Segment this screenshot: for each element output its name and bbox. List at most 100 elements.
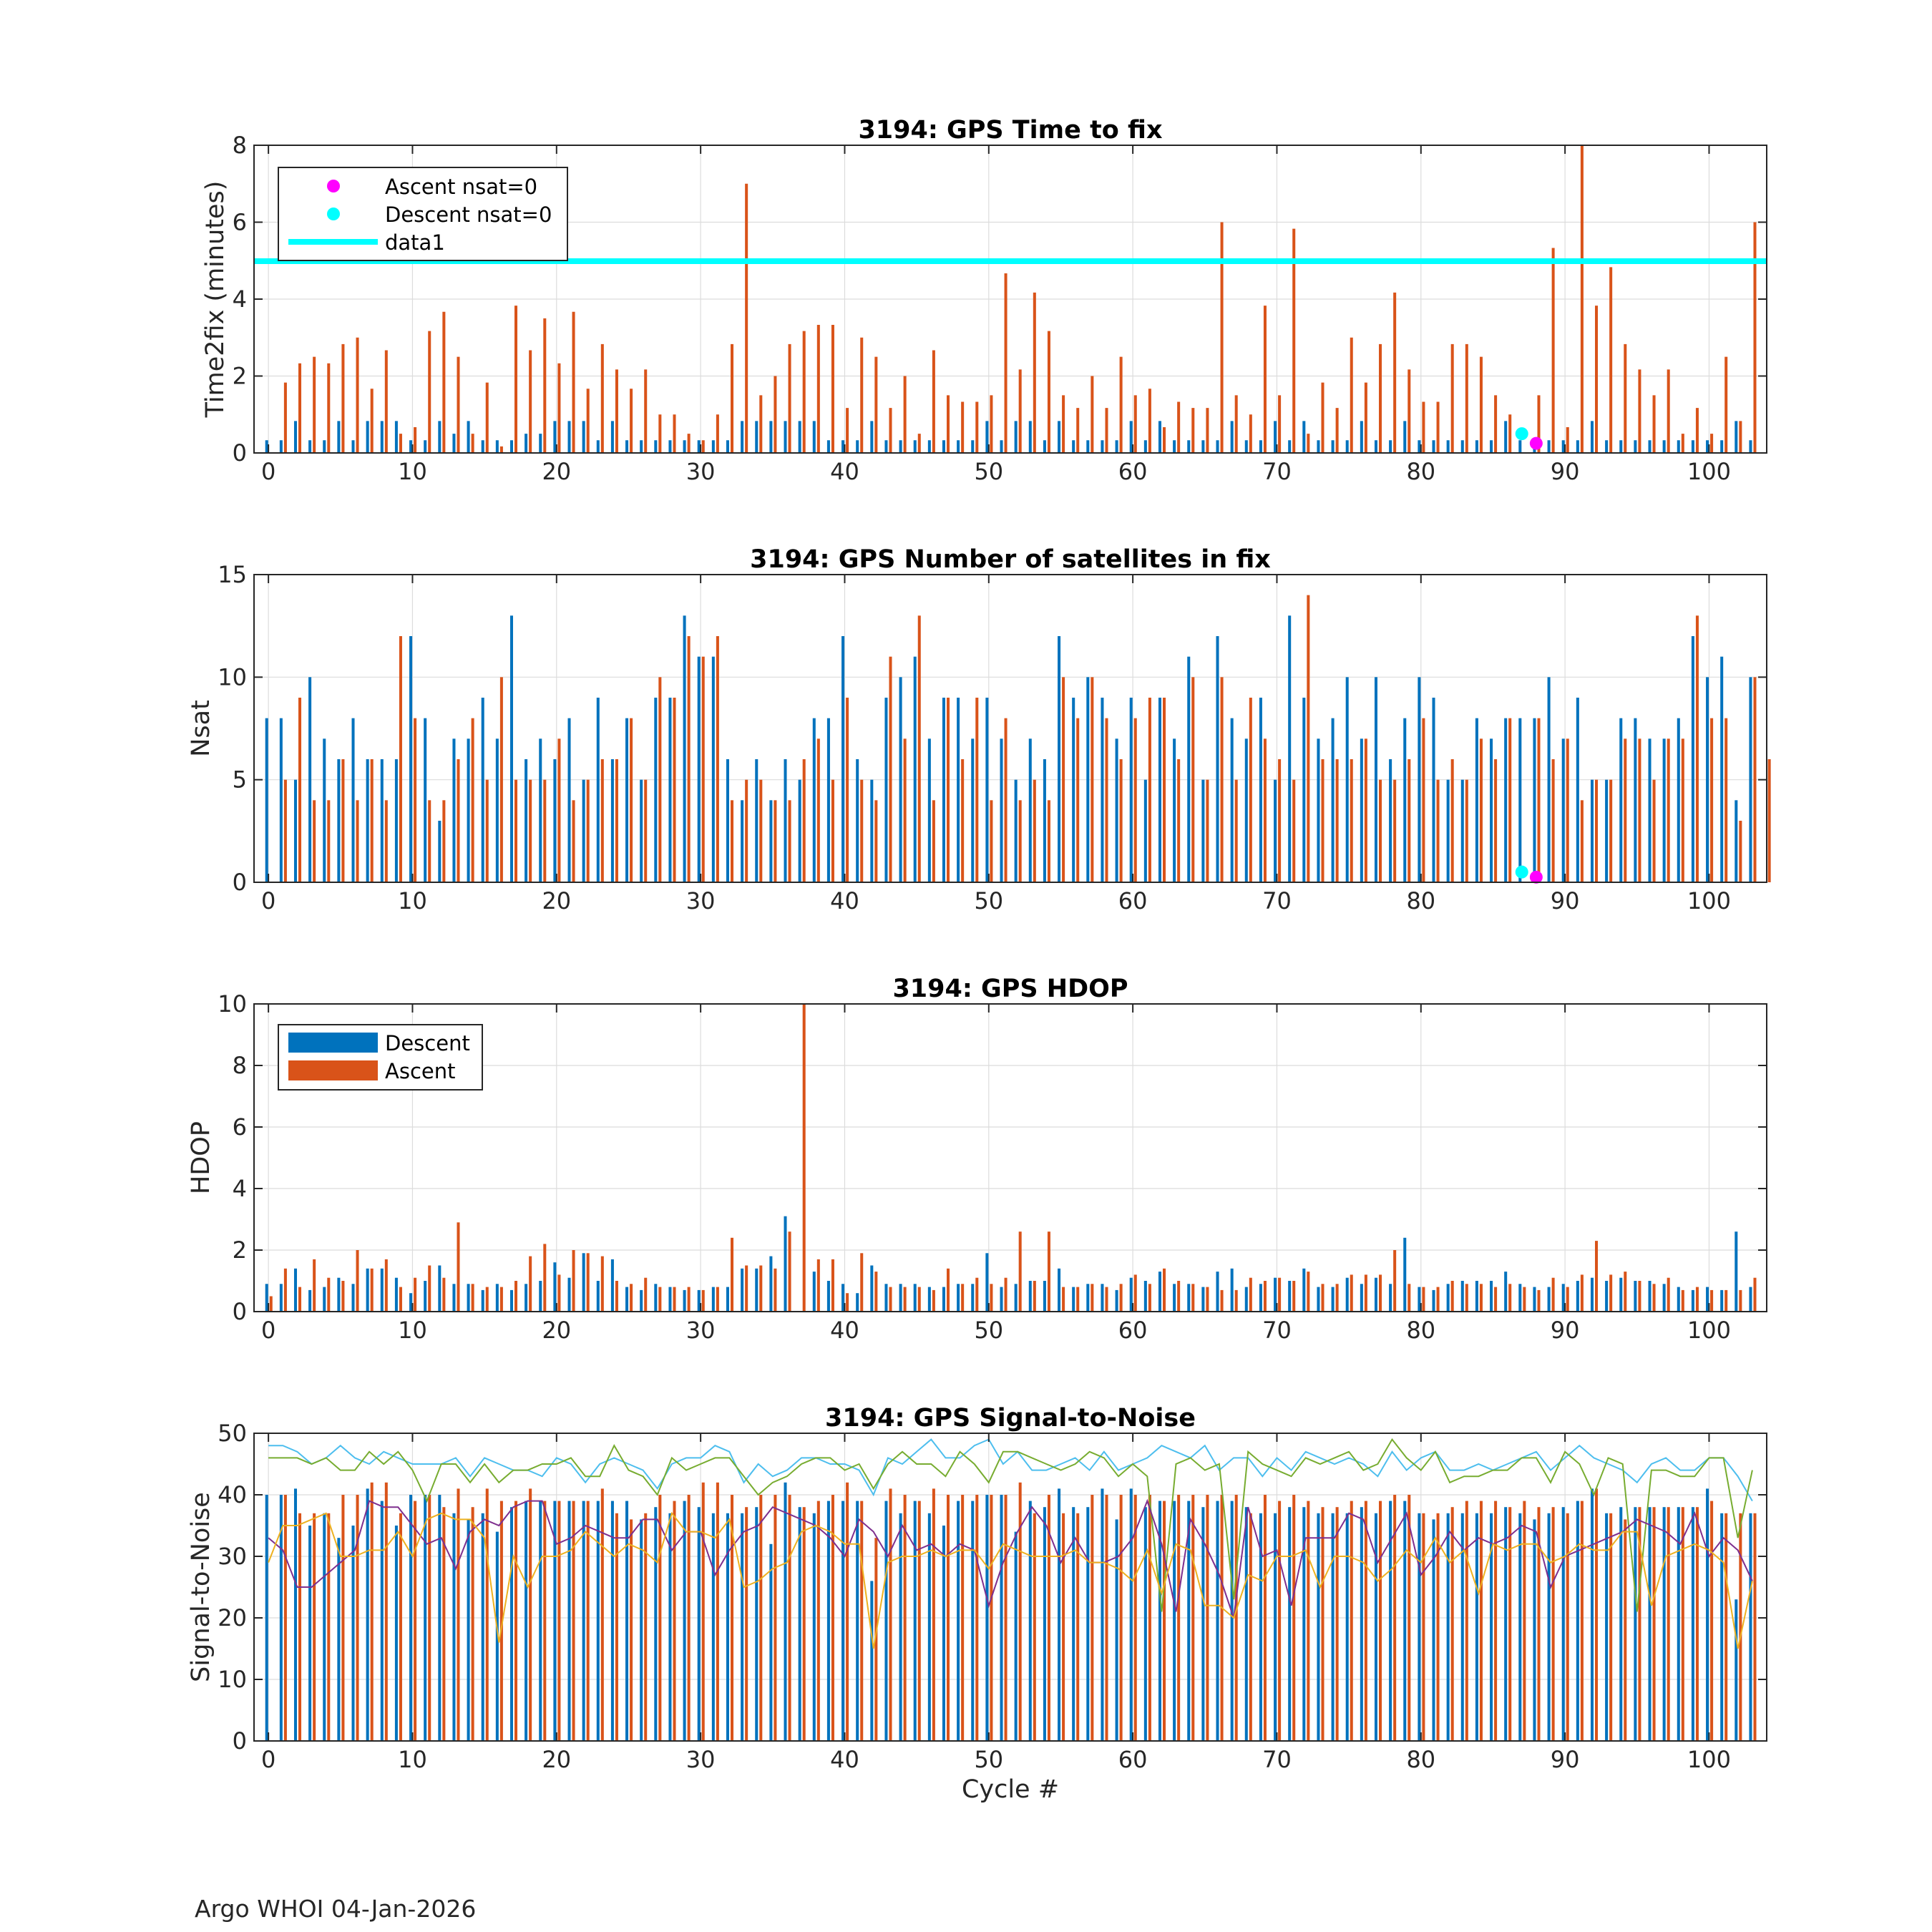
bar-ascent-37 [802,1004,806,1312]
bar-descent-38 [812,1272,816,1312]
bar-ascent-17 [514,1501,518,1741]
bar-ascent-50 [990,1284,993,1312]
bar-descent-44 [899,1284,902,1312]
lines-snr [268,1438,1753,1649]
bar-descent-33 [741,1513,744,1741]
bar-ascent-50 [990,395,993,454]
bar-ascent-75 [1350,1501,1353,1741]
bar-descent-103 [1749,677,1752,882]
legend-marker-ascent-nsat0 [327,180,340,192]
bar-descent-81 [1432,1289,1435,1312]
bar-descent-7 [366,1268,369,1312]
bar-ascent-2 [298,363,302,453]
bar-descent-14 [467,421,470,453]
xtick-label-60: 60 [1118,887,1148,914]
bar-descent-100 [1706,440,1709,453]
axes-hdop [254,1004,1767,1312]
ylabel-hdop: HDOP [187,1121,215,1194]
bar-ascent-75 [1350,1274,1353,1312]
legend-label-descent: Descent [385,1031,470,1055]
bar-ascent-24 [615,1281,618,1312]
bar-descent-27 [654,440,658,453]
bar-descent-43 [884,1501,888,1741]
bar-descent-22 [582,1253,585,1312]
bar-descent-66 [1216,636,1219,882]
bar-descent-34 [755,759,758,882]
bar-ascent-21 [572,1501,575,1741]
bar-ascent-73 [1321,382,1324,453]
bar-ascent-49 [975,401,979,453]
bar-ascent-66 [1220,222,1224,453]
bar-descent-26 [640,440,643,453]
bar-ascent-58 [1105,408,1108,453]
bar-descent-97 [1662,1507,1666,1741]
bar-ascent-63 [1177,1281,1181,1312]
bar-descent-95 [1634,1507,1637,1741]
bar-descent-73 [1317,1287,1320,1312]
bar-descent-15 [481,698,484,882]
bar-ascent-82 [1450,1507,1454,1741]
bar-ascent-61 [1148,1284,1151,1312]
xtick-label-40: 40 [830,887,859,914]
bar-ascent-9 [399,434,402,454]
bar-ascent-96 [1652,1284,1656,1312]
bar-ascent-101 [1724,1513,1728,1741]
bar-ascent-69 [1263,1281,1267,1312]
bar-ascent-3 [313,1259,316,1312]
bar-ascent-86 [1508,1284,1512,1312]
bar-ascent-47 [947,395,950,454]
bar-descent-25 [625,440,629,453]
bar-descent-1 [279,1495,283,1741]
bar-ascent-39 [831,1495,834,1741]
bar-descent-99 [1691,1507,1694,1741]
bar-ascent-40 [846,698,849,882]
bar-descent-37 [798,421,801,453]
bar-descent-16 [495,1284,499,1312]
bar-ascent-62 [1163,1268,1166,1312]
bar-ascent-58 [1105,1495,1108,1741]
bar-ascent-66 [1220,677,1224,882]
bar-descent-10 [409,636,413,882]
bar-descent-37 [798,1507,801,1741]
bar-descent-63 [1173,440,1176,453]
bar-ascent-82 [1450,1281,1454,1312]
bar-ascent-79 [1407,1495,1411,1741]
bar-ascent-9 [399,1513,402,1741]
bar-ascent-65 [1206,1287,1209,1312]
bar-ascent-79 [1407,1284,1411,1312]
bar-ascent-90 [1566,1513,1569,1741]
bar-descent-43 [884,440,888,453]
bar-ascent-3 [313,1513,316,1741]
bar-descent-27 [654,1284,658,1312]
ytick-label-4: 4 [233,286,247,313]
bar-ascent-25 [630,1284,633,1312]
bars-nsat [265,595,1771,882]
bar-ascent-99 [1695,615,1699,882]
bar-descent-64 [1187,656,1191,882]
bar-ascent-32 [731,1495,734,1741]
bar-ascent-11 [428,331,431,453]
bar-ascent-74 [1335,408,1339,453]
bar-descent-17 [509,615,513,882]
bar-descent-48 [957,1284,960,1312]
bars-hdop [265,1004,1757,1312]
bar-descent-36 [784,1216,787,1312]
bar-descent-79 [1403,1501,1407,1741]
bar-descent-89 [1547,1287,1551,1312]
ytick-label-10: 10 [218,990,247,1018]
bar-descent-47 [942,1526,945,1741]
bar-descent-12 [438,1265,441,1312]
bar-descent-58 [1101,440,1104,453]
bar-descent-49 [971,738,975,882]
bar-ascent-91 [1580,1274,1584,1312]
bar-descent-20 [553,421,557,453]
bar-descent-84 [1475,440,1478,453]
ytick-label-20: 20 [218,1604,247,1631]
bar-descent-3 [308,1289,312,1312]
bar-ascent-61 [1148,389,1151,453]
bar-ascent-55 [1062,395,1065,454]
bar-descent-102 [1735,800,1738,882]
bar-descent-102 [1735,1599,1738,1741]
bar-descent-36 [784,759,787,882]
bar-ascent-6 [356,1495,359,1741]
